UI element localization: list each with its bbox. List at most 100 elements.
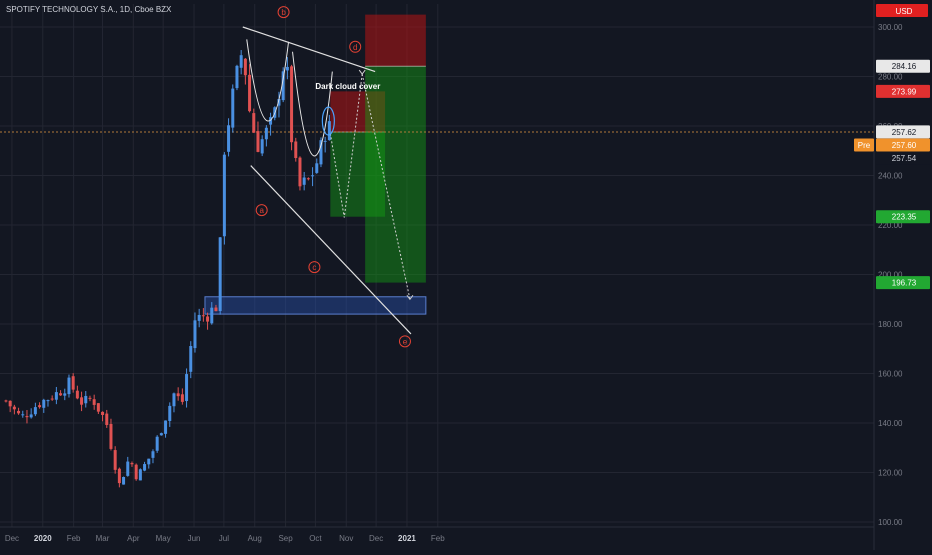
x-tick-label: Oct [309, 534, 322, 543]
price-label: 223.35 [892, 213, 917, 222]
support-zone-box [204, 296, 427, 315]
candle-body [302, 177, 306, 185]
chart-title: SPOTIFY TECHNOLOGY S.A., 1D, Cboe BZX [6, 5, 172, 14]
candle-body [88, 397, 92, 399]
price-label: 284.16 [892, 62, 917, 71]
candle-body [315, 163, 319, 173]
candle-body [189, 346, 193, 372]
y-tick-label: 220.00 [878, 221, 903, 230]
candle-body [264, 127, 268, 140]
candle-body [59, 393, 63, 396]
wave-label-a: a [259, 206, 264, 215]
candle-body [109, 423, 113, 449]
candle-body [71, 376, 75, 390]
candle-body [38, 405, 42, 408]
candle-body [143, 464, 147, 471]
pattern-highlight-ellipse [321, 106, 335, 136]
wave-label-e: e [403, 337, 408, 346]
candle-body [21, 414, 25, 416]
candle-body [63, 393, 67, 396]
candle-body [138, 469, 142, 481]
candle-body [75, 390, 79, 399]
candle-body [101, 411, 105, 415]
annotation-text: Dark cloud cover [315, 82, 380, 91]
candle-body [168, 405, 172, 421]
target-zone-0 [330, 131, 386, 217]
price-label: 257.62 [892, 128, 917, 137]
trendline-lower [250, 165, 412, 335]
candle-body [193, 320, 197, 349]
candle-body [227, 125, 231, 152]
candle-body [172, 393, 176, 407]
candle-body [105, 413, 109, 426]
candle-body [117, 468, 121, 484]
wave-label-circle-d [349, 40, 362, 53]
candle-body [134, 464, 138, 480]
y-tick-label: 160.00 [878, 370, 903, 379]
price-label-bg [876, 125, 930, 139]
x-tick-label: Nov [339, 534, 353, 543]
price-labels: 284.16 273.99 257.62 257.60 Pre 257.54 223.35 1… [854, 59, 930, 290]
candle-body [42, 399, 46, 408]
price-label: 273.99 [892, 87, 917, 96]
x-tick-label: Sep [278, 534, 293, 543]
candle-body [159, 433, 163, 436]
price-label-bg [876, 151, 930, 165]
candle-body [281, 71, 285, 101]
target-zone-1 [365, 66, 426, 283]
x-tick-label: Jun [188, 534, 201, 543]
candle-body [239, 55, 243, 68]
y-tick-label: 280.00 [878, 73, 903, 82]
support-zone [204, 296, 427, 315]
currency-badge-bg [876, 4, 928, 17]
x-tick-label: Dec [369, 534, 383, 543]
wave-label-b: b [281, 8, 286, 17]
x-tick-label: Feb [431, 534, 445, 543]
grid [0, 4, 874, 527]
candle-body [206, 316, 210, 322]
candle-body [122, 476, 126, 485]
candle-body [130, 463, 134, 465]
candle-body [164, 420, 168, 434]
price-label: 257.60 [892, 141, 917, 150]
candle-body [92, 399, 96, 405]
candle-body [277, 98, 281, 106]
y-tick-label: 180.00 [878, 320, 903, 329]
price-label-bg [876, 59, 930, 73]
candle-body [12, 406, 16, 410]
candle-body [126, 461, 130, 476]
candle-body [243, 58, 247, 76]
x-tick-label: Aug [248, 534, 262, 543]
currency-label: USD [896, 7, 913, 16]
candles [0, 50, 874, 488]
candle-body [218, 237, 222, 312]
candle-body [17, 410, 21, 414]
price-label: 257.54 [892, 154, 917, 163]
drawings[interactable]: a b c d e Dark cloud cover [242, 6, 414, 348]
wave-label-circle-c [308, 261, 321, 274]
candle-body [46, 400, 50, 402]
price-label-bg [876, 138, 930, 152]
candle-body [180, 394, 184, 402]
candle-body [231, 88, 235, 128]
price-label-bg [876, 210, 930, 224]
candle-body [260, 139, 264, 154]
candle-body [54, 392, 58, 400]
candle-body [96, 403, 100, 412]
candle-body [185, 374, 189, 402]
candle-body [113, 450, 117, 470]
stop-zone-1 [365, 14, 426, 67]
x-tick-label: Feb [67, 534, 81, 543]
x-tick-label: Dec [5, 534, 19, 543]
x-tick-label: Apr [127, 534, 140, 543]
y-tick-label: 120.00 [878, 469, 903, 478]
price-tag-bg [854, 138, 874, 152]
y-tick-label: 140.00 [878, 419, 903, 428]
candle-body [155, 436, 159, 451]
candle-body [323, 140, 327, 142]
candle-body [285, 66, 289, 71]
y-tick-label: 300.00 [878, 23, 903, 32]
x-tick-label: 2020 [34, 534, 52, 543]
